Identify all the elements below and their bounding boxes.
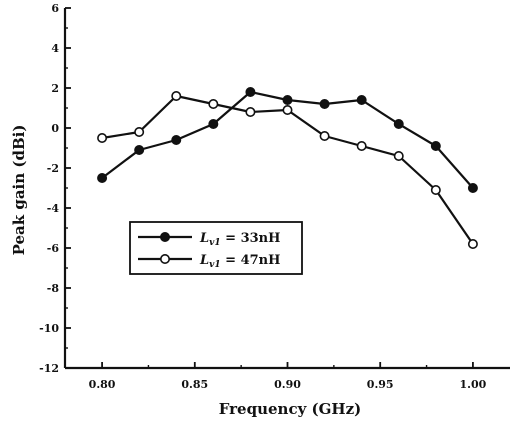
y-tick-label: 2 bbox=[51, 82, 59, 95]
series-2-point bbox=[282, 105, 293, 116]
series-2-point bbox=[356, 141, 367, 152]
series-1-point bbox=[430, 141, 441, 152]
y-tick-label: -2 bbox=[47, 162, 59, 175]
y-axis-label: Peak gain (dBi) bbox=[10, 125, 28, 256]
series-2-point bbox=[467, 239, 478, 250]
series-2-point bbox=[208, 99, 219, 110]
y-tick-label: -8 bbox=[47, 282, 60, 295]
legend: Lv1 = 33nH Lv1 = 47nH bbox=[129, 221, 303, 275]
legend-marker bbox=[160, 232, 171, 243]
legend-label: Lv1 = 47nH bbox=[199, 253, 280, 270]
y-tick-label: -10 bbox=[39, 322, 59, 335]
series-1-point bbox=[356, 95, 367, 106]
legend-label: Lv1 = 33nH bbox=[199, 231, 280, 248]
legend-box bbox=[129, 221, 303, 275]
series-1-point bbox=[319, 99, 330, 110]
legend-marker bbox=[160, 254, 171, 265]
series-2-point bbox=[134, 127, 145, 138]
series-1-point bbox=[134, 145, 145, 156]
series-1-point bbox=[467, 183, 478, 194]
series-2-point bbox=[430, 185, 441, 196]
ticks-group: 6 4 2 0 -2 -4 -6 -8 -10 -12 0.80 0.85 0.90 0.95 1.00 bbox=[39, 2, 487, 391]
y-tick-label: -6 bbox=[47, 242, 60, 255]
y-tick-label: -12 bbox=[39, 362, 59, 375]
y-tick-label: 6 bbox=[51, 2, 59, 15]
y-tick-label: -4 bbox=[47, 202, 60, 215]
series-2-point bbox=[97, 133, 108, 144]
series-1-point bbox=[208, 119, 219, 130]
axes-group bbox=[63, 8, 510, 370]
y-tick-label: 0 bbox=[51, 122, 59, 135]
series-1-point bbox=[282, 95, 293, 106]
series-2-point bbox=[393, 151, 404, 162]
x-tick-label: 0.95 bbox=[367, 378, 394, 391]
x-tick-label: 1.00 bbox=[460, 378, 487, 391]
x-axis-label: Frequency (GHz) bbox=[219, 400, 361, 418]
series-2-point bbox=[171, 91, 182, 102]
x-tick-label: 0.85 bbox=[181, 378, 208, 391]
series-group bbox=[97, 87, 478, 250]
series-1-point bbox=[97, 173, 108, 184]
series-1-point bbox=[393, 119, 404, 130]
series-1-point bbox=[245, 87, 256, 98]
y-tick-label: 4 bbox=[51, 42, 59, 55]
x-tick-label: 0.90 bbox=[274, 378, 301, 391]
series-1-point bbox=[171, 135, 182, 146]
series-2-point bbox=[319, 131, 330, 142]
series-2-point bbox=[245, 107, 256, 118]
x-tick-label: 0.80 bbox=[89, 378, 116, 391]
